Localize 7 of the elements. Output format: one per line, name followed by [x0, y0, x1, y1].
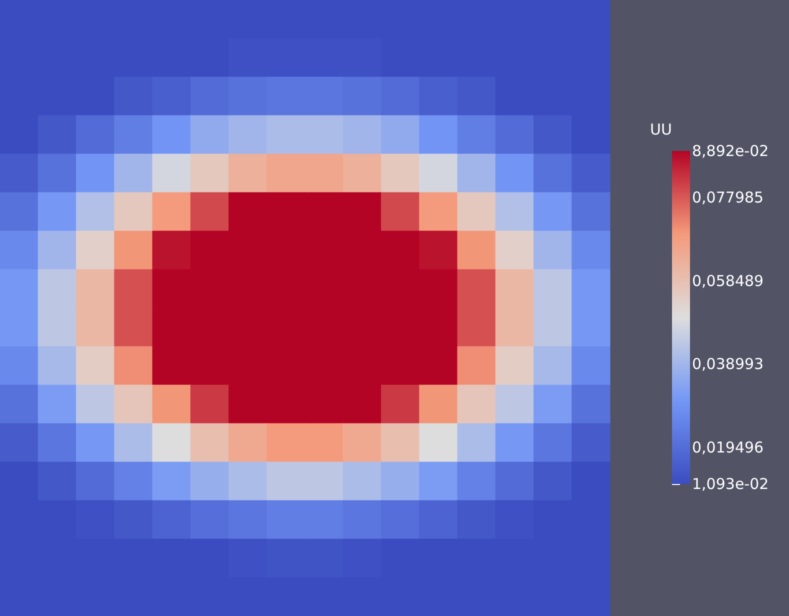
color-bar-label: 1,093e-02 [692, 475, 769, 493]
color-bar-label: 0,058489 [692, 272, 764, 290]
color-bar-label: 8,892e-02 [692, 142, 769, 160]
color-bar-label: 0,019496 [692, 438, 764, 456]
color-bar-label: 0,077985 [692, 188, 764, 207]
color-bar-label: 0,038993 [692, 355, 764, 374]
color-bar-title: UU [650, 120, 672, 138]
